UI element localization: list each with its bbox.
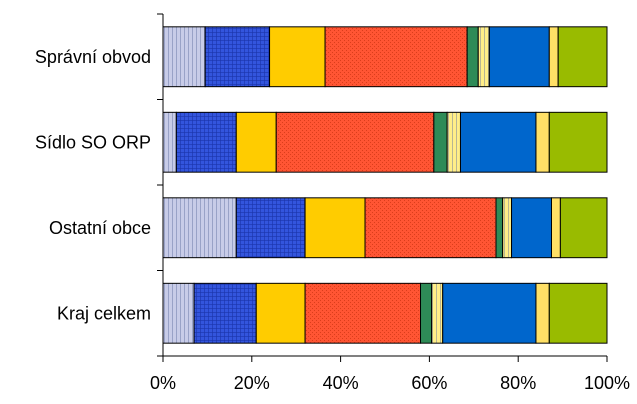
axes-layer (157, 13, 608, 362)
category-label: Správní obvod (35, 47, 151, 67)
bar-segment (488, 26, 550, 88)
category-label: Ostatní obce (49, 218, 151, 238)
bar-segment (304, 282, 422, 344)
bar-segment (495, 197, 504, 259)
bar-segment (551, 197, 561, 259)
x-tick-label: 40% (323, 373, 359, 393)
bar-segment (162, 26, 206, 88)
bar-segment (442, 282, 537, 344)
bar-segment (477, 26, 490, 88)
bar-segment (431, 282, 444, 344)
bar-segment (162, 111, 177, 173)
bar-segment (162, 197, 237, 259)
bar-segment (559, 197, 608, 259)
bar-segment (502, 197, 513, 259)
labels-layer: Správní obvod Sídlo SO ORP Ostatní obce Kra… (35, 47, 630, 393)
x-tick-label: 0% (150, 373, 176, 393)
bar-segment (535, 282, 550, 344)
bar-segment (324, 26, 468, 88)
bar-segment (535, 111, 550, 173)
bar-segment (193, 282, 257, 344)
bar-segment (304, 197, 366, 259)
bar-segment (235, 197, 306, 259)
category-label: Sídlo SO ORP (35, 132, 151, 152)
bar-segment (557, 26, 608, 88)
bar-segment (446, 111, 461, 173)
bar-segment (548, 282, 608, 344)
bar-segment (364, 197, 497, 259)
bar-segment (275, 111, 435, 173)
bar-segment (175, 111, 237, 173)
x-tick-label: 100% (584, 373, 630, 393)
bar-segment (548, 111, 608, 173)
bar-segment (433, 111, 448, 173)
bar-segment (459, 111, 537, 173)
bar-segment (235, 111, 277, 173)
bar-segment (255, 282, 306, 344)
x-tick-label: 80% (500, 373, 536, 393)
bar-segment (548, 26, 559, 88)
bar-segment (420, 282, 433, 344)
bar-segment (466, 26, 479, 88)
bar-segment (511, 197, 553, 259)
category-label: Kraj celkem (57, 303, 151, 323)
x-tick-label: 20% (234, 373, 270, 393)
bar-segment (204, 26, 271, 88)
bars-layer (162, 26, 608, 344)
x-tick-label: 60% (411, 373, 447, 393)
bar-segment (269, 26, 326, 88)
bar-segment (162, 282, 195, 344)
